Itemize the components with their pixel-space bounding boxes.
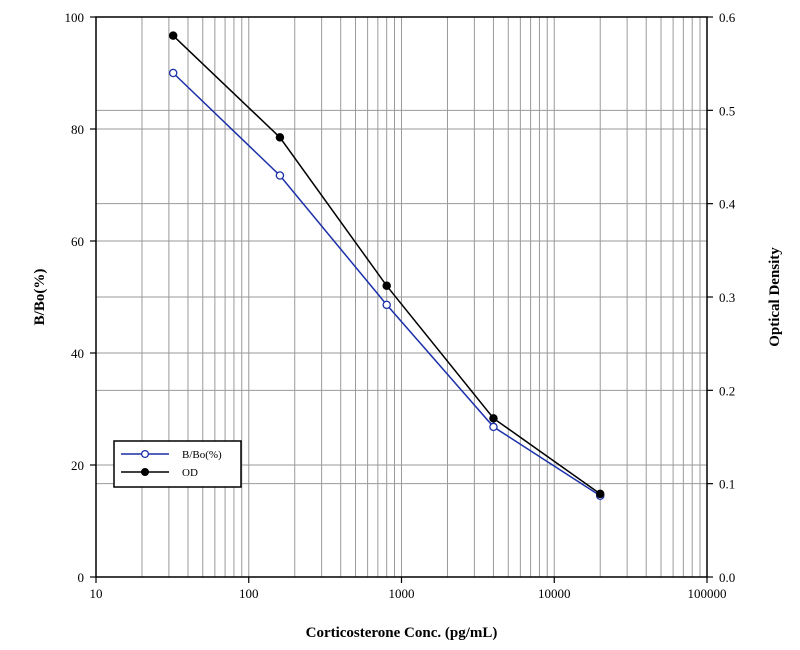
y-tick-label: 20 [71,458,84,473]
data-point [595,489,605,499]
y-tick-label: 40 [71,346,84,361]
y-tick-label: 80 [71,122,84,137]
y2-tick-label: 0.2 [719,383,735,398]
legend: B/Bo(%) OD [113,440,242,488]
y-tick-label: 60 [71,234,84,249]
tick-marks [90,16,713,583]
data-point [168,31,178,40]
y2-tick-label: 0.5 [719,103,735,118]
y2-tick-label: 0.3 [719,290,735,305]
y-tick-label: 0 [78,570,85,585]
legend-marker [140,467,150,477]
y-axis-title: B/Bo(%) [32,269,48,326]
data-point [489,422,498,432]
x-tick-label: 100000 [688,586,727,601]
y2-tick-label: 0.1 [719,477,735,492]
legend-label: B/Bo(%) [182,449,222,461]
y2-axis-title: Optical Density [767,247,783,347]
x-tick-label: 10000 [538,586,571,601]
y2-tick-label: 0.4 [719,197,736,212]
y-tick-label: 100 [65,10,85,25]
x-tick-label: 100 [239,586,259,601]
data-point [275,133,285,142]
data-point [489,414,498,423]
data-point [168,68,178,78]
legend-marker [140,449,150,459]
legend-box [113,440,242,488]
y2-tick-label: 0.0 [719,570,735,585]
data-point [275,171,285,180]
legend-label: OD [182,467,198,479]
data-point [382,281,391,291]
x-axis-title: Corticosterone Conc. (pg/mL) [306,625,498,641]
tick-labels: 10 100 1000 10000 100000 0 20 40 60 80 100 0.0 0.1 0.… [65,10,736,601]
y2-tick-label: 0.6 [719,10,736,25]
x-tick-label: 1000 [389,586,415,601]
x-tick-label: 10 [90,586,103,601]
grid [96,17,707,577]
series-layer [168,31,605,501]
data-point [382,300,391,310]
